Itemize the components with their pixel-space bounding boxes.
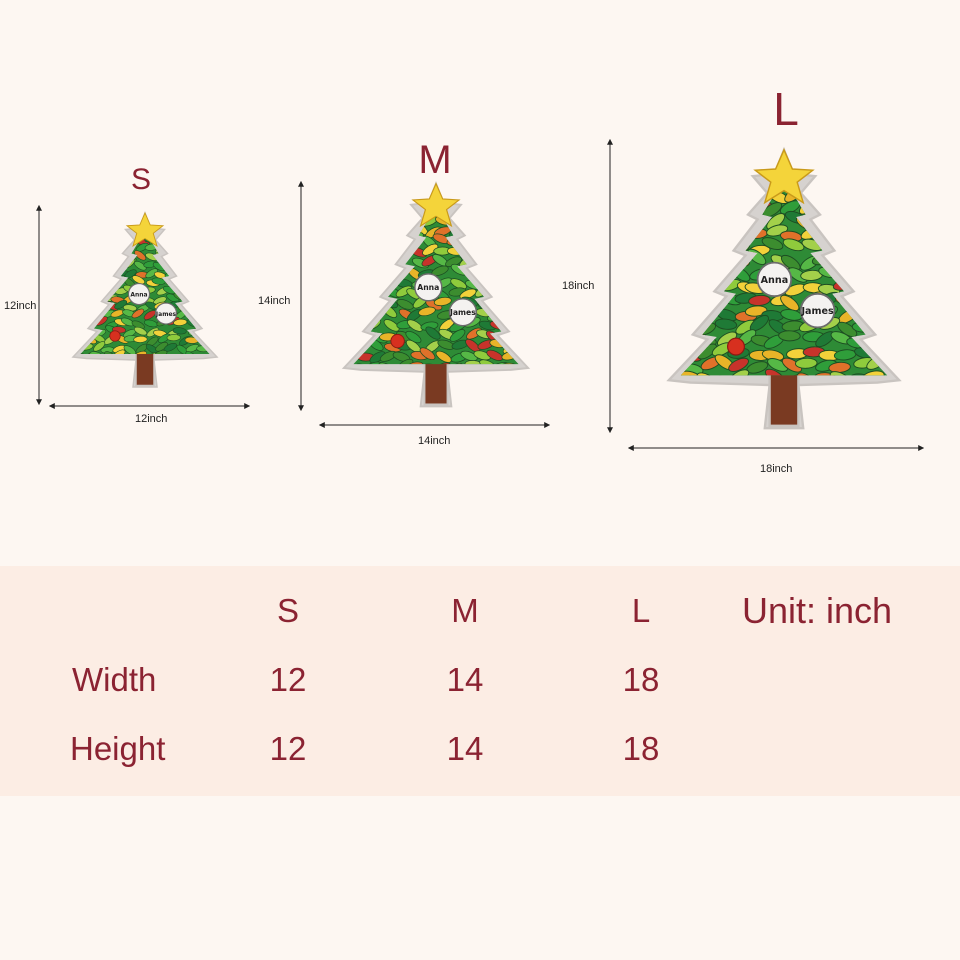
table-cell: 14: [446, 730, 484, 767]
table-cell: 14: [446, 661, 484, 698]
christmas-tree-icon: Anna James: [666, 146, 902, 430]
ornament-icon: [127, 282, 151, 306]
tree-image-small: Anna James: [70, 205, 220, 395]
table-cell: 12: [269, 661, 307, 698]
dimension-arrows: [36, 138, 925, 451]
star-icon: [125, 211, 165, 248]
bauble-icon: [390, 333, 405, 349]
ornament-name: Anna: [417, 283, 439, 292]
christmas-tree-icon: Anna James: [341, 181, 531, 408]
star-icon: [411, 182, 461, 228]
ornament-icon: [154, 302, 178, 325]
height-label-m: 14inch: [258, 295, 291, 307]
size-letter-l: L: [773, 83, 799, 135]
ornament-icon: [799, 292, 836, 329]
table-cell: 18: [622, 661, 660, 698]
ornament-icon: [414, 273, 443, 302]
table-header-s: S: [276, 592, 300, 629]
bauble-icon: [109, 330, 121, 342]
width-label-l: 18inch: [760, 463, 793, 475]
ornament-name: Anna: [130, 291, 147, 298]
row-label-height: Height: [70, 730, 166, 767]
size-letter-s: S: [130, 163, 151, 196]
table-header-l: L: [631, 592, 651, 629]
tree-image-medium: Anna James: [340, 178, 532, 412]
ornament-icon: [756, 261, 793, 298]
height-label-l: 18inch: [562, 280, 595, 292]
unit-label: Unit: inch: [742, 590, 893, 631]
bauble-icon: [727, 337, 745, 356]
width-label-s: 12inch: [135, 413, 168, 425]
size-table: S M L Unit: inch Width 12 14 18 Height 1…: [0, 566, 960, 796]
table-cell: 18: [622, 730, 660, 767]
tree-image-large: Anna James: [664, 138, 904, 440]
tree-trunk: [768, 369, 800, 427]
ornament-name: James: [800, 306, 834, 317]
christmas-tree-icon: Anna James: [71, 210, 219, 388]
width-label-m: 14inch: [418, 435, 451, 447]
ornament-icon: [448, 298, 478, 327]
height-label-s: 12inch: [4, 300, 37, 312]
ornament-name: Anna: [761, 275, 789, 286]
ornament-name: James: [449, 308, 476, 317]
row-label-width: Width: [72, 661, 157, 698]
ornament-name: James: [155, 311, 177, 318]
star-icon: [753, 148, 815, 205]
size-letter-m: M: [418, 138, 452, 182]
table-header-m: M: [451, 592, 479, 629]
table-cell: 12: [269, 730, 307, 767]
